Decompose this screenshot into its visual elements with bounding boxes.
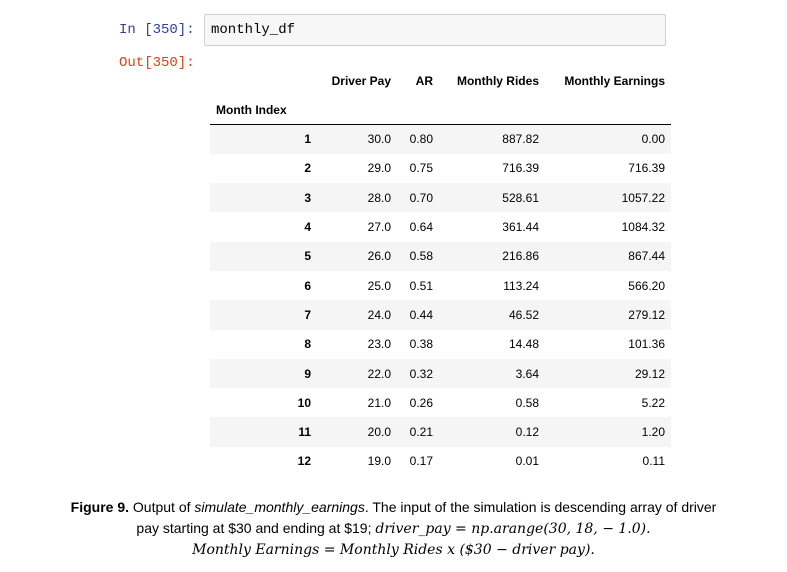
cell-ar: 0.58 bbox=[409, 249, 433, 264]
cell-ar: 0.32 bbox=[409, 366, 433, 381]
table-row: 1 30.0 0.80 887.82 0.00 bbox=[210, 124, 671, 154]
cell-monthly-rides: 3.64 bbox=[515, 366, 539, 381]
column-header-driver-pay: Driver Pay bbox=[331, 74, 391, 88]
cell-monthly-rides: 887.82 bbox=[502, 132, 539, 147]
column-header-monthly-rides: Monthly Rides bbox=[456, 74, 539, 88]
cell-driver-pay: 26.0 bbox=[367, 249, 391, 264]
dataframe-table: Driver Pay AR Monthly Rides Monthly Earn… bbox=[210, 66, 671, 476]
table-row: 5 26.0 0.58 216.86 867.44 bbox=[210, 241, 671, 271]
cell-monthly-rides: 216.86 bbox=[502, 249, 539, 264]
index-name: Month Index bbox=[216, 103, 287, 117]
cell-monthly-rides: 528.61 bbox=[502, 190, 539, 205]
cell-ar: 0.70 bbox=[409, 190, 433, 205]
cell-monthly-rides: 46.52 bbox=[508, 307, 539, 322]
caption-formula-earnings: Monthly Earnings = Monthly Rides x ($30 … bbox=[192, 542, 595, 558]
code-text: monthly_df bbox=[211, 22, 296, 38]
cell-driver-pay: 21.0 bbox=[367, 395, 391, 410]
table-row: 7 24.0 0.44 46.52 279.12 bbox=[210, 300, 671, 330]
cell-monthly-rides: 361.44 bbox=[502, 220, 539, 235]
cell-ar: 0.17 bbox=[409, 454, 433, 469]
cell-driver-pay: 25.0 bbox=[367, 278, 391, 293]
index-header-blank bbox=[210, 66, 319, 96]
cell-monthly-earnings: 29.12 bbox=[634, 366, 665, 381]
row-index: 9 bbox=[304, 366, 311, 381]
caption-text-c: pay starting at $30 and ending at $19; bbox=[136, 520, 376, 536]
table-row: 10 21.0 0.26 0.58 5.22 bbox=[210, 388, 671, 417]
cell-monthly-earnings: 1.20 bbox=[641, 425, 665, 440]
cell-driver-pay: 22.0 bbox=[367, 366, 391, 381]
cell-monthly-rides: 113.24 bbox=[503, 278, 539, 293]
row-index: 4 bbox=[304, 220, 311, 235]
cell-monthly-earnings: 716.39 bbox=[628, 161, 665, 176]
cell-ar: 0.80 bbox=[409, 132, 433, 147]
row-index: 8 bbox=[304, 337, 311, 352]
cell-ar: 0.51 bbox=[409, 278, 433, 293]
cell-driver-pay: 27.0 bbox=[367, 220, 391, 235]
table-row: 12 19.0 0.17 0.01 0.11 bbox=[210, 447, 671, 476]
caption-label: Figure 9. bbox=[70, 499, 130, 515]
cell-monthly-earnings: 1057.22 bbox=[621, 190, 665, 205]
table-row: 11 20.0 0.21 0.12 1.20 bbox=[210, 417, 671, 447]
cell-monthly-rides: 0.12 bbox=[515, 425, 539, 440]
cell-driver-pay: 28.0 bbox=[367, 190, 391, 205]
column-header-ar: AR bbox=[415, 74, 433, 88]
row-index: 3 bbox=[304, 190, 311, 205]
row-index: 5 bbox=[304, 249, 311, 264]
row-index: 7 bbox=[304, 307, 311, 322]
table-row: 4 27.0 0.64 361.44 1084.32 bbox=[210, 212, 671, 241]
cell-monthly-earnings: 1084.32 bbox=[621, 220, 665, 235]
row-index: 2 bbox=[304, 161, 311, 176]
cell-monthly-earnings: 101.36 bbox=[628, 337, 665, 352]
caption-text-a: Output of bbox=[129, 499, 195, 515]
column-header-monthly-earnings: Monthly Earnings bbox=[564, 74, 665, 88]
cell-monthly-earnings: 867.44 bbox=[628, 249, 665, 264]
cell-monthly-rides: 0.01 bbox=[515, 454, 539, 469]
index-name-row: Month Index bbox=[210, 96, 671, 125]
cell-monthly-earnings: 566.20 bbox=[628, 278, 665, 293]
figure-caption: Figure 9. Output of simulate_monthly_ear… bbox=[0, 497, 787, 561]
row-index: 10 bbox=[297, 395, 311, 410]
cell-monthly-earnings: 0.11 bbox=[642, 454, 665, 469]
column-header-row: Driver Pay AR Monthly Rides Monthly Earn… bbox=[210, 66, 671, 96]
cell-ar: 0.44 bbox=[409, 307, 433, 322]
table-row: 8 23.0 0.38 14.48 101.36 bbox=[210, 330, 671, 359]
code-cell[interactable]: monthly_df bbox=[204, 14, 666, 46]
cell-ar: 0.64 bbox=[409, 220, 433, 235]
row-index: 1 bbox=[304, 132, 311, 147]
cell-ar: 0.21 bbox=[409, 425, 433, 440]
cell-driver-pay: 20.0 bbox=[367, 425, 391, 440]
table-row: 2 29.0 0.75 716.39 716.39 bbox=[210, 154, 671, 183]
cell-driver-pay: 23.0 bbox=[367, 337, 391, 352]
output-prompt: Out[350]: bbox=[119, 55, 195, 71]
cell-monthly-rides: 14.48 bbox=[508, 337, 539, 352]
table-row: 9 22.0 0.32 3.64 29.12 bbox=[210, 358, 671, 389]
table-row: 3 28.0 0.70 528.61 1057.22 bbox=[210, 183, 671, 213]
cell-driver-pay: 30.0 bbox=[367, 132, 391, 147]
caption-text-b: . The input of the simulation is descend… bbox=[364, 499, 717, 515]
cell-ar: 0.26 bbox=[409, 395, 433, 410]
cell-monthly-rides: 716.39 bbox=[502, 161, 539, 176]
row-index: 11 bbox=[298, 425, 311, 440]
input-prompt: In [350]: bbox=[119, 22, 195, 38]
row-index: 6 bbox=[304, 278, 311, 293]
cell-driver-pay: 29.0 bbox=[367, 161, 391, 176]
cell-driver-pay: 19.0 bbox=[367, 454, 391, 469]
row-index: 12 bbox=[297, 454, 311, 469]
cell-ar: 0.75 bbox=[409, 161, 433, 176]
caption-function-name: simulate_monthly_earnings bbox=[194, 499, 365, 515]
cell-monthly-rides: 0.58 bbox=[515, 395, 539, 410]
caption-formula-driver-pay: driver_pay = np.arange(30, 18, − 1.0). bbox=[375, 521, 651, 537]
table-row: 6 25.0 0.51 113.24 566.20 bbox=[210, 271, 671, 300]
cell-monthly-earnings: 0.00 bbox=[641, 132, 665, 147]
cell-monthly-earnings: 5.22 bbox=[641, 395, 665, 410]
cell-driver-pay: 24.0 bbox=[367, 307, 391, 322]
table-body: 1 30.0 0.80 887.82 0.00 2 29.0 0.75 716.39 716.39… bbox=[210, 124, 671, 477]
cell-ar: 0.38 bbox=[409, 337, 433, 352]
cell-monthly-earnings: 279.12 bbox=[628, 307, 665, 322]
